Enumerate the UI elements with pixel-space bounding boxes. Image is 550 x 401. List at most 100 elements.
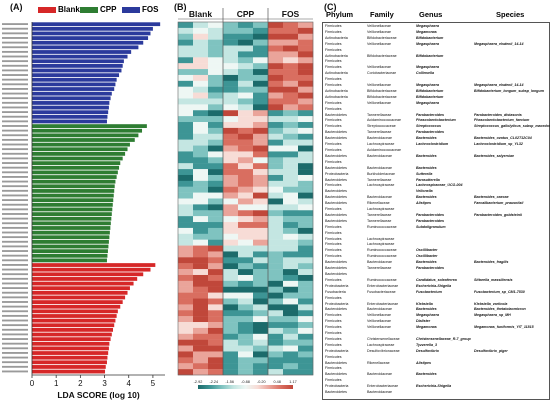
heatmap-cell — [178, 92, 194, 99]
bar-feature-label — [2, 273, 28, 276]
heatmap-cell — [208, 257, 224, 264]
table-row: Bacteroidetes Tannerellaceae Parabacteroid… — [323, 219, 550, 224]
cell-genus: Megasphaera — [416, 100, 439, 105]
bar-blank — [32, 323, 115, 328]
bar-blank — [32, 318, 116, 323]
heatmap-cell — [283, 322, 299, 329]
heatmap-cell — [178, 104, 194, 111]
heatmap-cell — [193, 216, 209, 223]
legend-item-blank: Blank — [38, 5, 80, 14]
heatmap-cell — [298, 186, 314, 193]
heatmap-cell — [268, 33, 284, 40]
heatmap-cell — [178, 216, 194, 223]
color-scale-tick-label: -2.24 — [210, 380, 219, 384]
cell-genus: Megamonas — [416, 325, 437, 330]
heatmap-cell — [253, 127, 269, 134]
bar-feature-label — [2, 199, 28, 202]
heatmap-cell — [238, 245, 254, 252]
heatmap-cell — [178, 245, 194, 252]
heatmap-cell — [238, 304, 254, 311]
table-frame: Firmicutes Veillonellaceae Megasphaera Firm… — [322, 22, 550, 400]
bar-cpp — [32, 133, 139, 138]
cell-phylum: Firmicutes — [325, 342, 342, 347]
bar-cpp — [32, 212, 112, 216]
heatmap-cell — [253, 69, 269, 76]
cell-phylum: Firmicutes — [325, 100, 342, 105]
cell-genus: Bifidobacterium — [416, 35, 444, 40]
cell-genus: Vellonella — [416, 189, 433, 194]
heatmap-cell — [268, 104, 284, 111]
heatmap-cell — [223, 269, 239, 276]
bar-feature-label — [2, 176, 28, 178]
heatmap-cell — [298, 298, 314, 305]
heatmap-cell — [268, 122, 284, 129]
heatmap-cell — [283, 151, 299, 158]
cell-family: Bacteroidaceae — [367, 153, 392, 158]
table-row: Firmicutes — [323, 60, 550, 64]
heatmap-cell — [193, 292, 209, 299]
cell-phylum: Firmicutes — [325, 336, 342, 341]
cell-phylum: Proteobacteria — [325, 384, 349, 389]
cell-phylum: Firmicutes — [325, 224, 342, 229]
bar-blank — [32, 295, 126, 300]
heatmap-cell — [268, 269, 284, 276]
bar-fos — [32, 31, 151, 36]
heatmap-cell — [238, 239, 254, 246]
heatmap-cell — [253, 63, 269, 70]
heatmap-cell — [268, 69, 284, 76]
heatmap-cell — [268, 139, 284, 146]
heatmap-cell — [193, 174, 209, 182]
heatmap-cell — [193, 286, 209, 293]
bar-feature-label — [2, 324, 28, 327]
heatmap-cell — [193, 63, 209, 70]
bar-feature-label — [2, 37, 28, 39]
cell-family: Bacteroidaceae — [367, 195, 392, 200]
heatmap-cell — [253, 186, 269, 193]
cell-species: Megasphaera_sp_MH — [474, 313, 511, 318]
table-row: Firmicutes — [323, 160, 550, 165]
heatmap-cell — [283, 333, 299, 340]
heatmap-cell — [268, 245, 284, 252]
heatmap-cell — [298, 204, 314, 211]
heatmap-cell — [238, 339, 254, 346]
cell-phylum: Bacteroidetes — [325, 177, 347, 182]
heatmap-cell — [238, 69, 254, 76]
header-family: Family — [370, 10, 394, 19]
heatmap-cell — [253, 233, 269, 240]
cell-species: Fusobacterium_sp_CM1-7530 — [474, 289, 525, 294]
heatmap-cell — [223, 369, 239, 376]
table-row: Firmicutes Veillonellaceae Megasphaera Mega… — [323, 83, 550, 88]
heatmap-cell — [208, 316, 224, 323]
heatmap-cell — [178, 69, 194, 76]
table-row: Bacteroidetes Vellonella — [323, 190, 550, 194]
color-scale-tick-label: 0.48 — [273, 380, 280, 384]
cell-genus: Parabacteroides — [416, 212, 444, 217]
table-row: Firmicutes Veillonellaceae Megasphaera — [323, 100, 550, 106]
heatmap-cell — [223, 116, 239, 123]
cell-family: Rikenellaceae — [367, 201, 390, 206]
heatmap-cell — [193, 169, 209, 176]
cell-phylum: Actinobacteria — [325, 71, 348, 76]
bar-blank — [32, 286, 130, 291]
cell-genus: Alistipes — [416, 360, 431, 365]
heatmap-cell — [238, 198, 254, 205]
heatmap-cell — [283, 104, 299, 111]
heatmap-cell — [268, 216, 284, 223]
heatmap-cell — [253, 245, 269, 252]
bar-feature-label — [2, 148, 28, 151]
bar-feature-label — [2, 138, 28, 141]
bar-cpp — [32, 230, 110, 235]
cell-family: Bacteroidaceae — [367, 165, 392, 170]
heatmap-cell — [223, 51, 239, 58]
heatmap-cell — [238, 351, 254, 358]
cell-genus: Fusobacterium — [416, 289, 442, 294]
cell-phylum: Bacteroidetes — [325, 165, 347, 170]
cell-genus: Lachnospiraceae_UCG-004 — [416, 183, 463, 188]
bar-fos — [32, 45, 139, 50]
heatmap-cell — [268, 310, 284, 317]
heatmap-cell — [223, 210, 239, 217]
heatmap-cell — [283, 216, 299, 223]
heatmap-cell — [238, 263, 254, 270]
heatmap-cell — [268, 180, 284, 187]
heatmap-cell — [283, 133, 299, 140]
